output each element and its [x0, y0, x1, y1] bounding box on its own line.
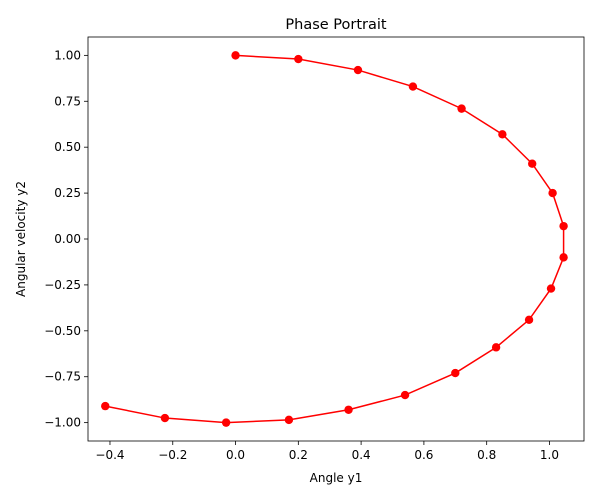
y-tick-label: 1.00 — [54, 48, 81, 62]
y-axis: 1.00 0.75 0.50 0.25 0.00 −0.25 −0.50 −0.75 −1.00 — [44, 48, 88, 430]
x-axis-label: Angle y1 — [310, 471, 363, 485]
data-point — [491, 343, 501, 352]
x-tick-label: 1.0 — [540, 448, 559, 462]
data-point — [101, 401, 110, 411]
y-tick-label: −0.75 — [44, 370, 81, 384]
x-tick-label: 0.6 — [414, 448, 433, 462]
y-tick-label: 0.75 — [54, 94, 81, 108]
data-point — [400, 390, 410, 400]
data-point — [546, 284, 556, 293]
data-point — [160, 413, 170, 423]
data-point — [408, 82, 418, 91]
y-tick-label: 0.00 — [54, 232, 81, 246]
y-tick-label: −0.25 — [44, 278, 81, 292]
data-point — [353, 65, 363, 75]
y-axis-label: Angular velocity y2 — [14, 181, 28, 297]
data-point — [294, 54, 303, 64]
x-tick-label: −0.2 — [158, 448, 187, 462]
y-tick-label: −0.50 — [44, 324, 81, 338]
series-layer — [101, 51, 568, 427]
data-point — [548, 188, 557, 198]
data-point — [559, 221, 568, 231]
data-point — [498, 130, 507, 139]
y-tick-label: 0.25 — [54, 186, 81, 200]
y-tick-label: −1.00 — [44, 416, 81, 430]
x-tick-label: −0.4 — [95, 448, 124, 462]
x-axis: −0.4 −0.2 0.0 0.2 0.4 0.6 0.8 1.0 — [95, 441, 559, 462]
data-point — [451, 368, 460, 378]
data-point — [528, 159, 537, 168]
series-line — [105, 54, 565, 424]
x-tick-label: 0.8 — [477, 448, 496, 462]
chart-title: Phase Portrait — [285, 17, 387, 33]
data-point — [221, 418, 231, 427]
data-point — [231, 51, 240, 60]
data-point — [344, 405, 353, 414]
data-point — [457, 104, 466, 113]
y-tick-label: 0.50 — [54, 140, 81, 154]
data-point — [524, 315, 534, 324]
data-point — [284, 415, 294, 425]
x-tick-label: 0.2 — [289, 448, 308, 462]
x-tick-label: 0.4 — [352, 448, 371, 462]
data-point — [559, 253, 568, 262]
x-tick-label: 0.0 — [226, 448, 245, 462]
